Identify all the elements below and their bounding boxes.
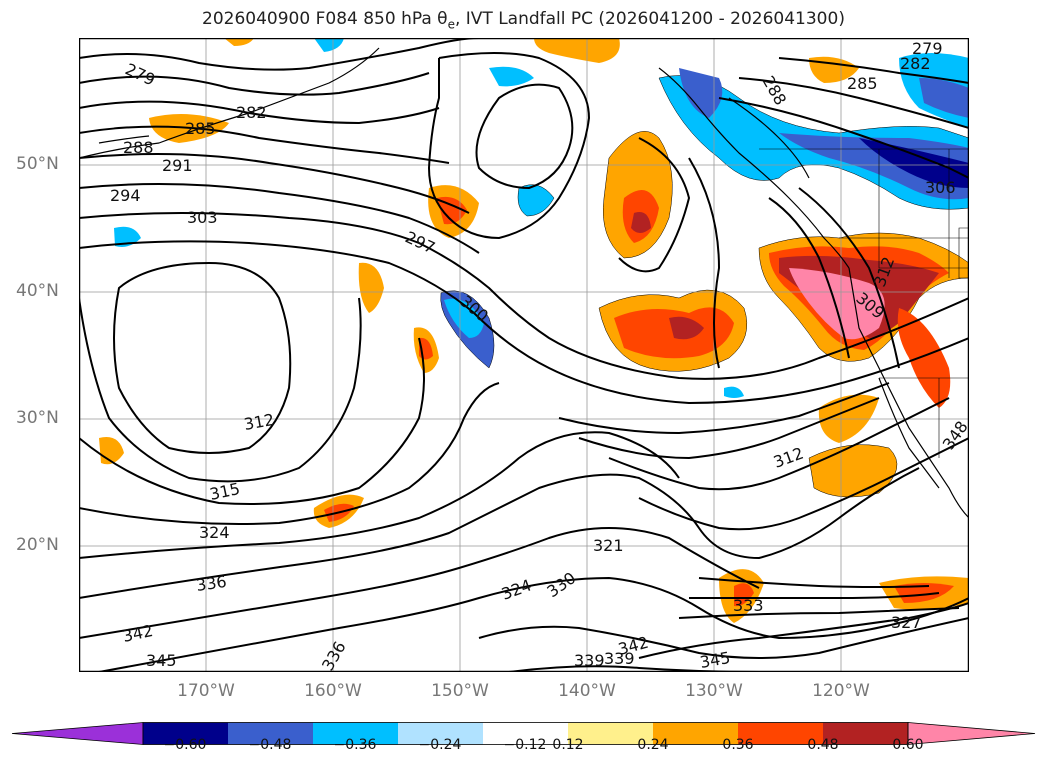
lon-label: 150°W [431, 681, 489, 701]
colorbar-tick-label: 0.48 [807, 737, 839, 753]
contours [79, 38, 969, 672]
colorbar-outline [142, 722, 909, 745]
contour-label: 330 [543, 568, 579, 601]
coastlines [79, 47, 969, 519]
contour-label: 321 [593, 536, 624, 555]
colorbar-tick-label: 0.60 [892, 737, 924, 753]
contour-label: 285 [185, 119, 216, 138]
contour-label: 324 [199, 523, 230, 542]
contour-label: 339 [574, 651, 605, 670]
title-subscript: e [447, 17, 455, 32]
colorbar-cell [568, 722, 653, 745]
colorbar-tick-label: 0.36 [722, 737, 754, 753]
colorbar-tick-label: −0.60 [163, 737, 207, 753]
contour-label: 288 [123, 138, 154, 157]
contour-label: 282 [900, 54, 931, 73]
contour-label: 288 [759, 73, 791, 109]
colorbar-tick-label: −0.24 [418, 737, 462, 753]
borders [759, 148, 969, 458]
colorbar-tick-label: −0.12 [503, 737, 547, 753]
colorbar-tick-label: 0.24 [637, 737, 669, 753]
contour-label: 324 [499, 575, 534, 603]
lon-label: 130°W [685, 681, 743, 701]
contour-label: 303 [187, 208, 218, 227]
contour-label: 336 [318, 638, 350, 672]
colorbar-extend-low [11, 722, 144, 745]
contour-label: 285 [847, 74, 878, 93]
lon-label: 120°W [812, 681, 870, 701]
colorbar-tick-label: −0.48 [248, 737, 292, 753]
contour-label: 312 [771, 443, 806, 471]
contour-label: 339 [604, 649, 635, 668]
colorbar-cell [313, 722, 398, 745]
contour-label: 291 [162, 156, 193, 175]
graticule [79, 38, 969, 672]
lat-label: 30°N [16, 408, 59, 428]
lon-label: 170°W [177, 681, 235, 701]
contour-label: 312 [242, 410, 275, 434]
colorbar [11, 722, 1036, 745]
contour-label: 294 [110, 186, 141, 205]
colorbar-tick-label: 0.12 [552, 737, 584, 753]
colorbar-cell [823, 722, 908, 745]
contour-label: 345 [146, 651, 177, 670]
map-canvas: 279 282 285 288 291 294 303 297 300 312 … [79, 38, 969, 672]
contour-label: 345 [698, 648, 731, 672]
map-panel: 279 282 285 288 291 294 303 297 300 312 … [79, 38, 969, 672]
contour-label: 348 [939, 417, 969, 453]
contour-label: 342 [121, 621, 155, 646]
lon-label: 160°W [304, 681, 362, 701]
colorbar-cell [398, 722, 483, 745]
colorbar-cell [738, 722, 823, 745]
contour-label: 327 [891, 613, 922, 632]
lon-label: 140°W [558, 681, 616, 701]
contour-label: 333 [733, 596, 764, 615]
lat-label: 20°N [16, 535, 59, 555]
colorbar-cell [483, 722, 568, 745]
colorbar-cell [653, 722, 738, 745]
contour-label: 297 [402, 227, 438, 257]
colorbar-cell [228, 722, 313, 745]
colorbar-cells [11, 722, 1036, 745]
lat-label: 40°N [16, 281, 59, 301]
contour-label: 279 [912, 39, 943, 58]
map-border [79, 38, 969, 672]
contour-label: 306 [925, 178, 956, 197]
contour-label: 336 [195, 572, 228, 595]
figure-title: 2026040900 F084 850 hPa θe, IVT Landfall… [202, 9, 845, 32]
contour-label: 315 [208, 479, 242, 504]
lat-label: 50°N [16, 154, 59, 174]
contour-label: 282 [236, 103, 267, 122]
colorbar-cell [143, 722, 228, 745]
shading-layer [99, 38, 969, 623]
contour-label: 279 [122, 59, 158, 89]
colorbar-tick-label: −0.36 [333, 737, 377, 753]
